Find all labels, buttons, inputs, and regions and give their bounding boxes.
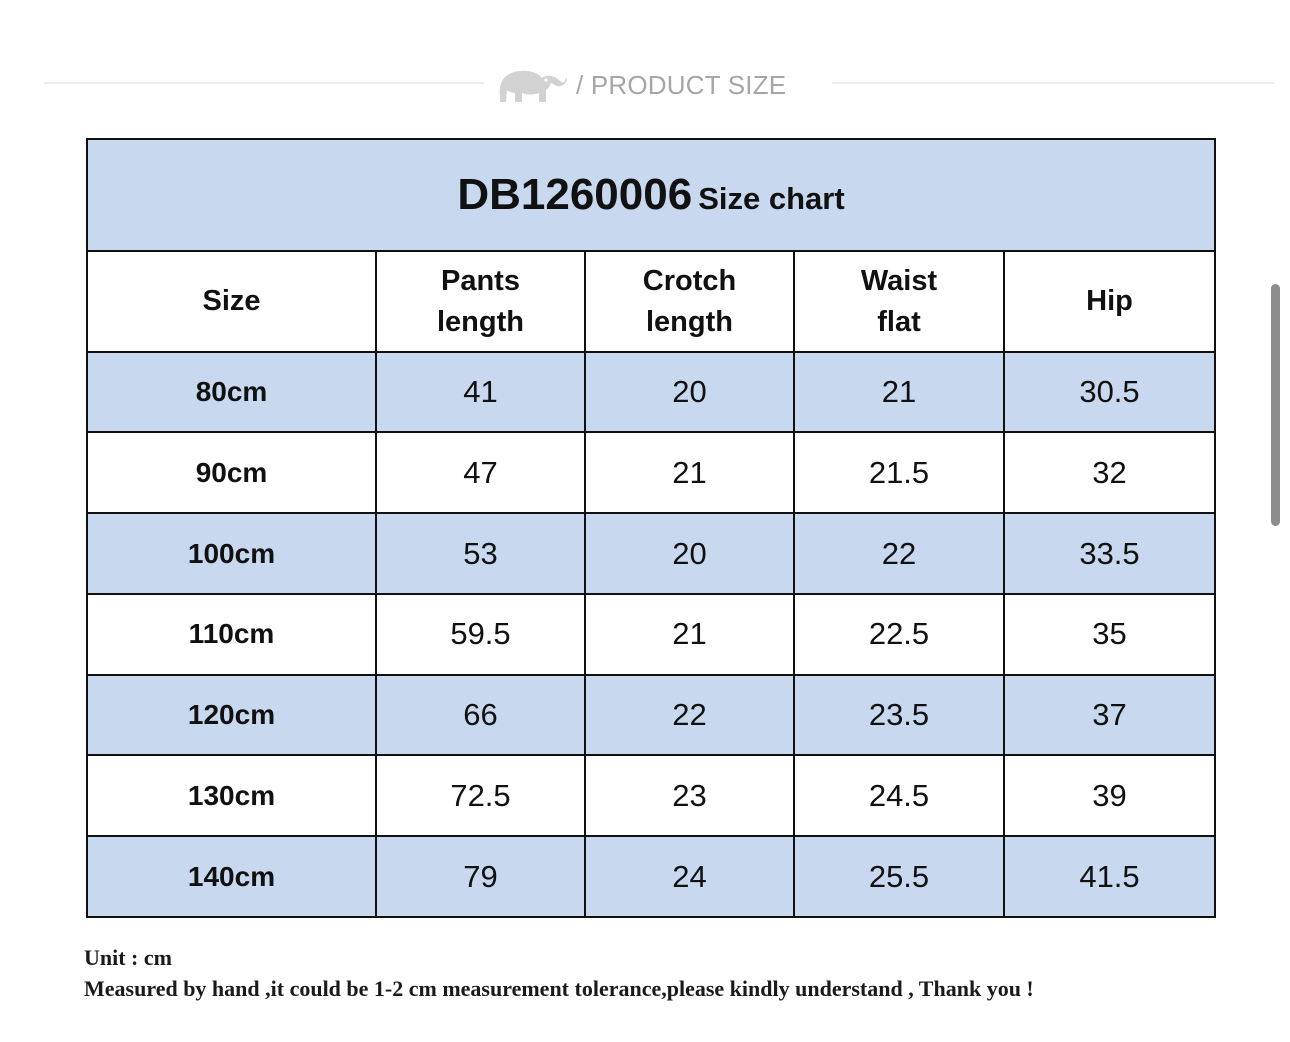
column-header-crotch-length: Crotch length <box>584 250 795 353</box>
divider-right <box>832 82 1274 84</box>
column-header-row: Size Pants length Crotch length Waist fl… <box>86 250 1217 353</box>
column-header-line: Waist <box>860 264 938 297</box>
column-header-waist-flat: Waist flat <box>793 250 1005 353</box>
table-row: 140cm 79 24 25.5 41.5 <box>86 835 1217 918</box>
size-cell: 120cm <box>86 673 377 757</box>
column-header-line: Hip <box>1086 285 1133 318</box>
size-cell: 110cm <box>86 592 377 676</box>
table-row: 100cm 53 20 22 33.5 <box>86 512 1217 595</box>
waist-flat-cell: 24.5 <box>793 754 1005 838</box>
column-header-line: Crotch <box>642 264 737 297</box>
waist-flat-cell: 21 <box>793 350 1005 434</box>
size-chart-label: Size chart <box>698 181 845 217</box>
pants-length-cell: 47 <box>375 431 586 515</box>
elephant-icon <box>499 70 567 102</box>
hip-cell: 30.5 <box>1002 350 1217 434</box>
hip-cell: 37 <box>1002 673 1217 757</box>
product-code: DB1260006 <box>457 170 693 220</box>
tolerance-note: Measured by hand ,it could be 1-2 cm mea… <box>84 976 1034 1001</box>
table-row: 80cm 41 20 21 30.5 <box>86 350 1217 434</box>
section-title: / PRODUCT SIZE <box>576 70 787 100</box>
column-header-line: length <box>646 305 733 338</box>
pants-length-cell: 72.5 <box>375 754 586 838</box>
hip-cell: 35 <box>1002 592 1217 676</box>
unit-note: Unit : cm <box>84 945 172 970</box>
table-row: 120cm 66 22 23.5 37 <box>86 673 1217 757</box>
size-chart-table: DB1260006 Size chart Size Pants length Cr… <box>85 137 1217 918</box>
crotch-length-cell: 23 <box>584 754 795 838</box>
column-header-line: Pants <box>441 264 520 297</box>
size-cell: 140cm <box>86 835 377 918</box>
divider-left <box>44 82 484 84</box>
crotch-length-cell: 20 <box>584 350 795 434</box>
crotch-length-cell: 21 <box>584 592 795 676</box>
waist-flat-cell: 23.5 <box>793 673 1005 757</box>
table-row: 110cm 59.5 21 22.5 35 <box>86 592 1217 676</box>
column-header-size: Size <box>86 250 377 353</box>
size-cell: 90cm <box>86 431 377 515</box>
table-row: 90cm 47 21 21.5 32 <box>86 431 1217 515</box>
size-cell: 130cm <box>86 754 377 838</box>
waist-flat-cell: 22 <box>793 512 1005 595</box>
column-header-line: length <box>437 305 524 338</box>
crotch-length-cell: 20 <box>584 512 795 595</box>
pants-length-cell: 66 <box>375 673 586 757</box>
waist-flat-cell: 22.5 <box>793 592 1005 676</box>
size-cell: 80cm <box>86 350 377 434</box>
pants-length-cell: 41 <box>375 350 586 434</box>
hip-cell: 41.5 <box>1002 835 1217 918</box>
table-row: 130cm 72.5 23 24.5 39 <box>86 754 1217 838</box>
pants-length-cell: 53 <box>375 512 586 595</box>
hip-cell: 33.5 <box>1002 512 1217 595</box>
hip-cell: 39 <box>1002 754 1217 838</box>
crotch-length-cell: 24 <box>584 835 795 918</box>
column-header-line: flat <box>877 305 921 338</box>
scrollbar-thumb[interactable] <box>1271 284 1280 526</box>
pants-length-cell: 59.5 <box>375 592 586 676</box>
size-notes: Unit : cm Measured by hand ,it could be … <box>84 942 1034 1004</box>
waist-flat-cell: 21.5 <box>793 431 1005 515</box>
size-cell: 100cm <box>86 512 377 595</box>
pants-length-cell: 79 <box>375 835 586 918</box>
column-header-pants-length: Pants length <box>375 250 586 353</box>
size-chart-title: DB1260006 Size chart <box>85 137 1217 253</box>
waist-flat-cell: 25.5 <box>793 835 1005 918</box>
section-header: / PRODUCT SIZE <box>0 58 1290 114</box>
column-header-hip: Hip <box>1002 250 1217 353</box>
crotch-length-cell: 21 <box>584 431 795 515</box>
hip-cell: 32 <box>1002 431 1217 515</box>
crotch-length-cell: 22 <box>584 673 795 757</box>
column-header-line: Size <box>202 285 261 318</box>
